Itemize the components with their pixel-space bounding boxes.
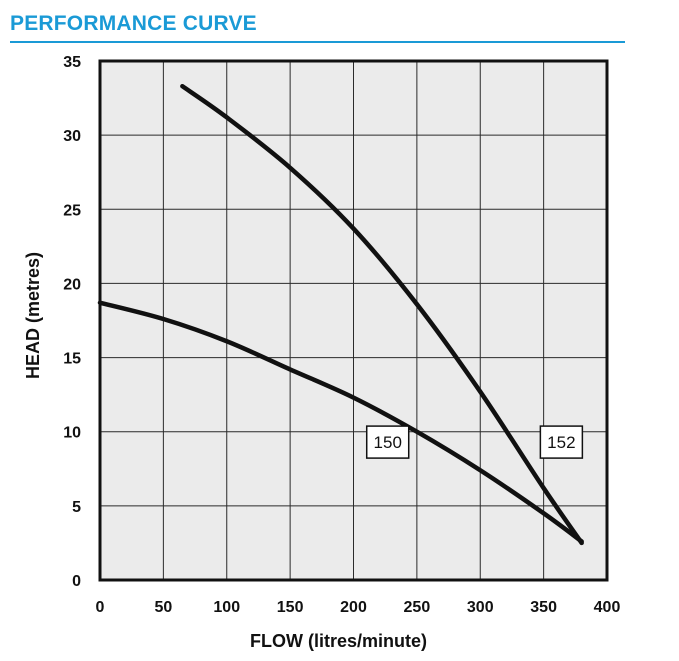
- x-tick-label: 400: [594, 599, 621, 616]
- y-tick-label: 10: [63, 425, 81, 442]
- x-tick-label: 300: [467, 599, 494, 616]
- y-tick-label: 25: [63, 202, 81, 219]
- series-layer: 150 152: [97, 83, 584, 546]
- series-label-150: 150: [374, 433, 402, 452]
- series-label-box-152: [539, 425, 584, 459]
- series-label-box-150: [365, 425, 410, 459]
- x-axis-title: FLOW (litres/minute): [250, 631, 427, 651]
- y-tick-label: 5: [72, 499, 81, 516]
- title-underline: [10, 41, 625, 43]
- y-tick-label: 30: [63, 128, 81, 145]
- series-line-150: [97, 300, 584, 544]
- y-axis-ticks: 0 5 10 15 20 25 30 35: [63, 54, 81, 590]
- y-tick-label: 0: [72, 573, 81, 590]
- x-tick-label: 50: [154, 599, 172, 616]
- series-label-152: 152: [547, 433, 575, 452]
- y-tick-label: 15: [63, 351, 81, 368]
- page-title: PERFORMANCE CURVE: [10, 12, 257, 35]
- plot-frame: [98, 59, 609, 582]
- x-tick-label: 0: [96, 599, 105, 616]
- grid-lines: [100, 61, 607, 580]
- x-axis-ticks: 0 50 100 150 200 250 300 350 400: [96, 599, 621, 616]
- x-tick-label: 350: [530, 599, 557, 616]
- y-tick-label: 35: [63, 54, 81, 71]
- y-axis-title: HEAD (metres): [23, 252, 43, 379]
- x-tick-label: 150: [277, 599, 304, 616]
- x-tick-label: 250: [404, 599, 431, 616]
- x-tick-label: 200: [340, 599, 367, 616]
- series-line-152: [180, 83, 584, 546]
- x-tick-label: 100: [213, 599, 240, 616]
- y-tick-label: 20: [63, 276, 81, 293]
